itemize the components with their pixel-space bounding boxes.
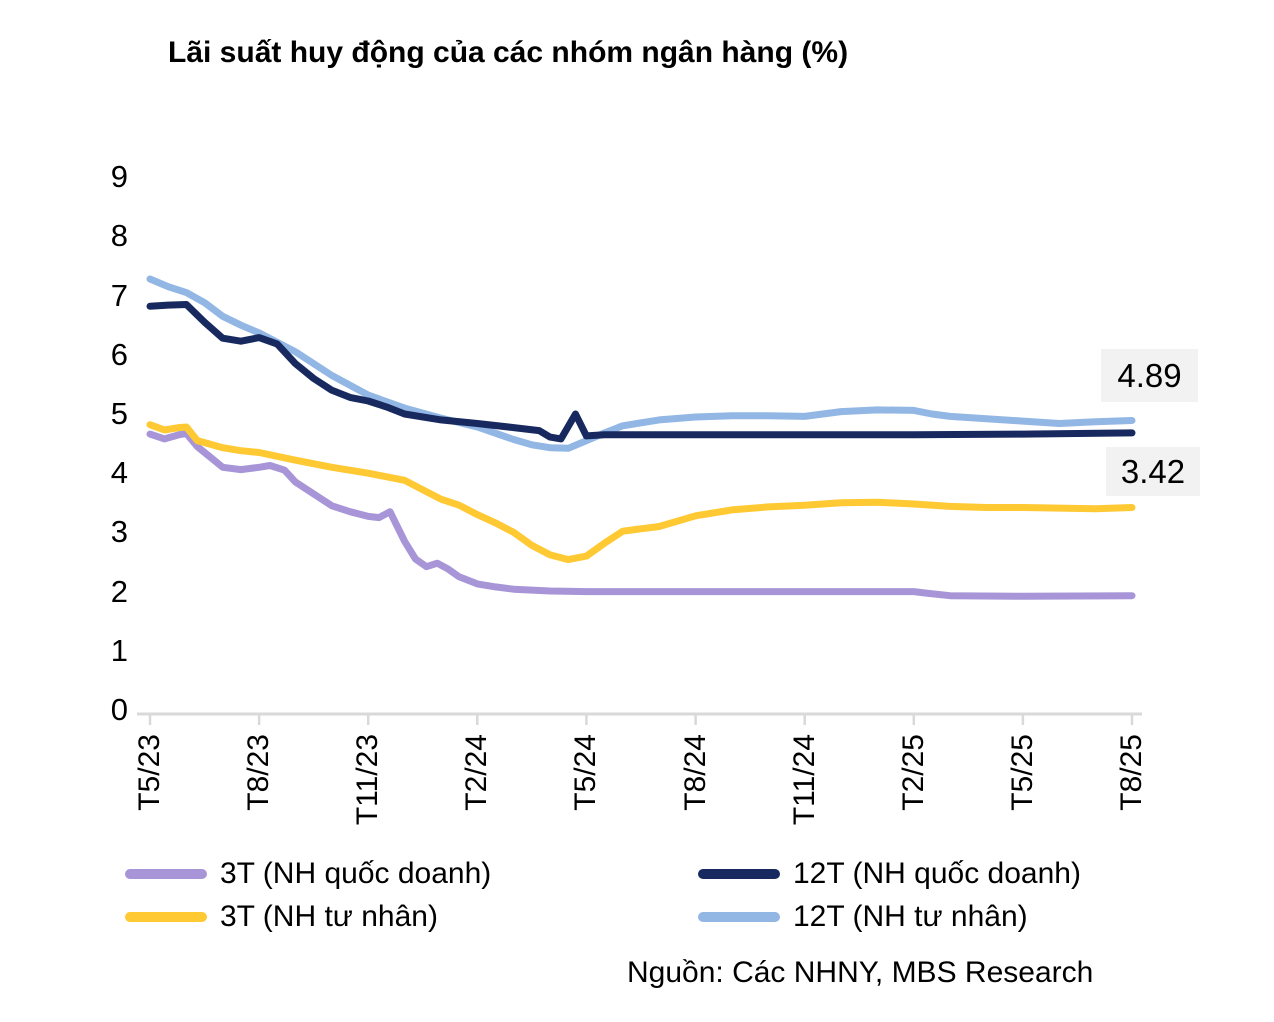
y-tick-label: 6 [110,337,128,372]
x-tick-label: T5/25 [1006,734,1039,811]
x-tick-label: T8/25 [1115,734,1148,811]
legend-item-3t-state: 3T (NH quốc doanh) [125,855,491,893]
y-tick-label: 2 [110,574,128,609]
legend-item-12t-private: 12T (NH tư nhân) [698,898,1028,936]
x-tick-label: T5/24 [569,734,602,811]
x-axis-ticks [148,714,1134,725]
y-tick-label: 1 [110,633,128,668]
value-label-3t-private: 3.42 [1106,447,1200,496]
y-tick-label: 0 [110,692,128,727]
legend-label: 3T (NH tư nhân) [220,900,438,933]
line-12t-state [146,301,1136,443]
y-tick-label: 9 [110,159,128,194]
y-tick-label: 8 [110,218,128,253]
y-tick-label: 3 [110,514,128,549]
x-tick-label: T2/25 [897,734,930,811]
source-note: Nguồn: Các NHNY, MBS Research [627,956,1094,989]
y-tick-label: 4 [110,455,128,490]
legend-item-12t-state: 12T (NH quốc doanh) [698,855,1081,893]
x-tick-label: T5/23 [133,734,166,811]
legend-label: 12T (NH quốc doanh) [793,857,1081,890]
legend-item-3t-private: 3T (NH tư nhân) [125,898,438,936]
y-tick-label: 7 [110,278,128,313]
legend-swatch-purple [125,869,207,879]
y-tick-label: 5 [110,396,128,431]
line-3t-state [146,430,1136,600]
x-tick-label: T11/23 [351,734,384,826]
x-tick-label: T11/24 [788,734,821,826]
legend-label: 3T (NH quốc doanh) [220,857,492,890]
x-tick-label: T2/24 [460,734,493,811]
legend-label: 12T (NH tư nhân) [793,900,1028,933]
x-tick-label: T8/24 [679,734,712,811]
value-label-12t-private: 4.89 [1101,349,1198,402]
x-tick-label: T8/23 [242,734,275,811]
line-12t-private [146,275,1136,452]
x-axis [137,712,1142,725]
legend-swatch-navy [698,869,780,879]
chart-title: Lãi suất huy động của các nhóm ngân hàng… [168,36,849,69]
line-3t-private [146,421,1136,564]
legend-swatch-yellow [125,912,207,922]
legend-swatch-lightblue [698,912,780,922]
